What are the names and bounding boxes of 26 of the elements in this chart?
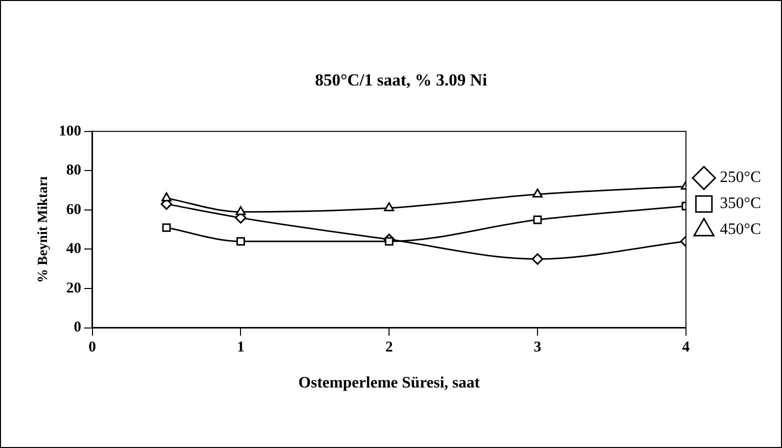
x-tick-label: 1 bbox=[236, 340, 244, 356]
point bbox=[533, 215, 542, 224]
point bbox=[236, 237, 245, 246]
point bbox=[161, 192, 172, 202]
y-tick-label: 20 bbox=[66, 280, 82, 296]
point bbox=[236, 206, 246, 216]
y-tick-label: 80 bbox=[66, 162, 82, 179]
legend-label: 350°C bbox=[720, 195, 762, 212]
x-tick-label: 4 bbox=[682, 340, 690, 356]
x-tick-label: 0 bbox=[88, 340, 96, 356]
chart-title: 850°C/1 saat, % 3.09 Ni bbox=[314, 70, 488, 90]
legend-label: 450°C bbox=[720, 221, 762, 238]
point bbox=[532, 188, 543, 198]
point bbox=[384, 237, 394, 246]
legend-label: 250°C bbox=[720, 169, 762, 186]
y-axis-title: % Beynit Miktarı bbox=[36, 176, 52, 283]
x-axis-title: Ostemperleme Süresi, saat bbox=[298, 374, 481, 392]
y-tick-label: 60 bbox=[66, 202, 82, 218]
point bbox=[532, 253, 544, 265]
point bbox=[162, 223, 171, 232]
x-tick-label: 2 bbox=[385, 340, 393, 356]
y-tick-label: 0 bbox=[74, 320, 82, 336]
y-tick-label: 40 bbox=[66, 241, 82, 258]
y-tick-label: 100 bbox=[58, 123, 82, 140]
point bbox=[384, 202, 394, 212]
x-tick-label: 3 bbox=[534, 340, 542, 356]
